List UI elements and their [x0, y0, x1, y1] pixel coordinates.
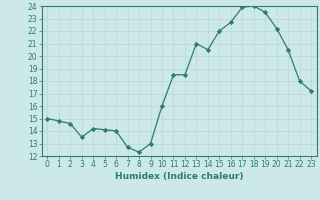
- X-axis label: Humidex (Indice chaleur): Humidex (Indice chaleur): [115, 172, 244, 181]
